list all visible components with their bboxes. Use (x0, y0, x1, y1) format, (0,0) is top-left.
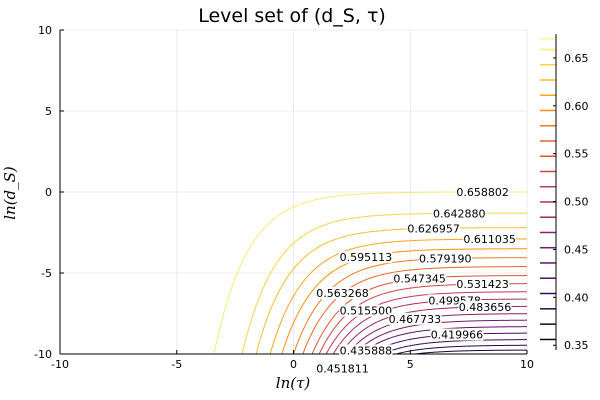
contour-label-bg (458, 300, 512, 313)
contour-line (396, 344, 527, 355)
contour-label: 0.642880 (433, 207, 486, 220)
contour-label-bg (463, 233, 517, 246)
colorbar-tick-label: 0.35 (564, 339, 589, 352)
y-axis-label: ln(d_S) (1, 166, 19, 220)
contour-label: 0.611035 (463, 233, 516, 246)
contour-label: 0.483656 (459, 301, 512, 314)
chart-title: Level set of (d_S, τ) (198, 5, 386, 27)
contour-label-bg (432, 207, 486, 220)
axis-ticks: -10 -5 0 5 10 -10 -5 0 5 10 (34, 24, 534, 371)
contour-label: 0.435888 (340, 344, 393, 357)
colorbar-tick-label: 0.60 (564, 100, 589, 113)
contour-label: 0.626957 (407, 222, 460, 235)
contour-label: 0.531423 (456, 278, 509, 291)
x-tick-label: 10 (520, 358, 534, 371)
contour-label-bg (339, 344, 393, 357)
y-tick-label: -5 (41, 267, 52, 280)
contour-line (281, 248, 527, 355)
colorbar-tick-label: 0.40 (564, 291, 589, 304)
colorbar-tick-label: 0.45 (564, 243, 589, 256)
y-tick-label: 10 (38, 24, 52, 37)
contour-label: 0.563268 (316, 287, 369, 300)
contour-label-bg (392, 272, 447, 285)
contour-label: 0.547345 (393, 273, 446, 286)
contour-label-bg (315, 287, 370, 300)
contour-line (414, 349, 528, 355)
x-tick-label: 0 (290, 358, 297, 371)
contour-label-bg (315, 362, 370, 375)
x-tick-label: 5 (407, 358, 414, 371)
x-tick-label: -5 (171, 358, 182, 371)
y-tick-label: 5 (45, 105, 52, 118)
contour-label-bg (339, 251, 393, 264)
contour-label-bg (388, 312, 442, 325)
contour-label: 0.658802 (456, 186, 509, 199)
y-tick-label: -10 (34, 348, 52, 361)
colorbar-tick-label: 0.55 (564, 148, 589, 161)
x-axis-label: ln(τ) (276, 374, 311, 392)
contour-label: 0.419966 (431, 329, 484, 342)
contour-label: 0.595113 (340, 251, 393, 264)
contour-label-bg (456, 186, 510, 199)
contour-label: 0.451811 (316, 362, 369, 375)
y-tick-label: 0 (45, 186, 52, 199)
colorbar: 0.35 0.40 0.45 0.50 0.55 0.60 0.65 (540, 34, 589, 352)
x-tick-label: -10 (51, 358, 69, 371)
contour-label-bg (456, 278, 510, 291)
colorbar-tick-label: 0.50 (564, 196, 589, 209)
contour-label-bg (418, 252, 472, 265)
contour-label: 0.467733 (389, 313, 442, 326)
contour-label: 0.579190 (419, 253, 472, 266)
contour-line (382, 339, 528, 355)
contour-label-bg (430, 328, 484, 341)
contour-label: 0.515500 (340, 305, 393, 318)
contour-label-bg (407, 222, 461, 235)
contour-label-bg (339, 304, 393, 317)
colorbar-tick-label: 0.65 (564, 52, 589, 65)
contour-line (255, 227, 527, 355)
